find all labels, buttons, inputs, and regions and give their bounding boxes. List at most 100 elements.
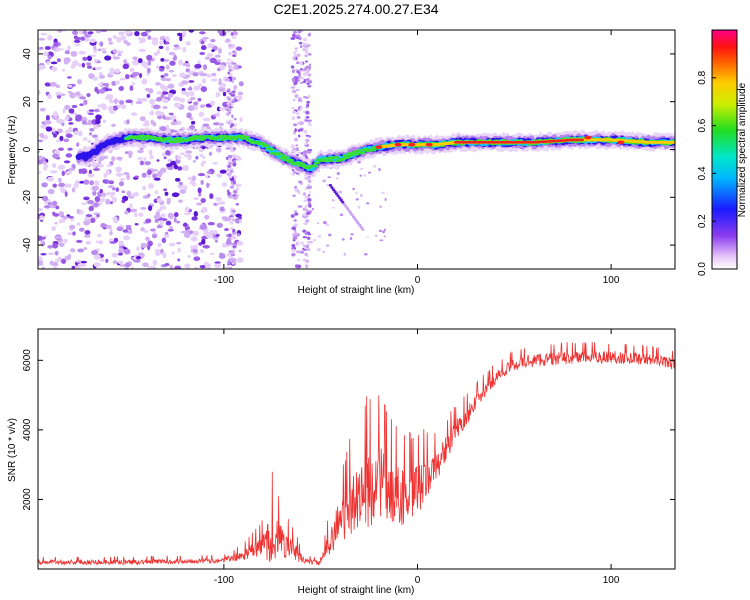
noise-speckle — [193, 101, 199, 106]
noise-speckle — [95, 118, 101, 125]
noise-speckle — [219, 64, 226, 71]
noise-band-speckle — [298, 41, 303, 45]
noise-band-speckle — [307, 85, 312, 88]
noise-speckle — [99, 257, 105, 263]
noise-speckle — [372, 164, 377, 168]
noise-speckle — [168, 69, 175, 73]
noise-band-speckle — [302, 207, 307, 212]
noise-speckle — [149, 110, 155, 116]
noise-speckle — [105, 198, 111, 205]
noise-speckle — [124, 74, 130, 80]
noise-speckle — [173, 164, 179, 170]
noise-speckle — [182, 62, 190, 67]
noise-band-speckle — [297, 53, 301, 57]
noise-band-speckle — [228, 51, 233, 56]
noise-speckle — [64, 104, 71, 111]
noise-speckle — [94, 58, 98, 63]
noise-speckle — [146, 54, 153, 61]
ridge-segment — [201, 137, 206, 141]
noise-band-speckle — [290, 65, 295, 69]
noise-band-speckle — [228, 195, 233, 199]
noise-speckle — [216, 59, 222, 63]
noise-speckle — [47, 55, 52, 60]
noise-speckle — [52, 183, 57, 188]
noise-speckle — [53, 265, 58, 269]
noise-speckle — [71, 104, 78, 109]
noise-speckle — [363, 173, 366, 177]
noise-speckle — [74, 43, 81, 47]
noise-speckle — [111, 156, 116, 162]
tail-segment — [353, 217, 357, 221]
noise-speckle — [159, 126, 167, 132]
noise-speckle — [132, 76, 138, 80]
tail-segment — [344, 205, 348, 208]
noise-speckle — [46, 60, 50, 66]
noise-band-speckle — [228, 244, 234, 247]
noise-speckle — [156, 96, 163, 102]
noise-speckle — [165, 45, 170, 52]
noise-band-speckle — [229, 251, 235, 255]
noise-speckle — [238, 216, 242, 220]
noise-band-speckle — [291, 248, 296, 253]
noise-band-speckle — [299, 182, 304, 185]
noise-speckle — [184, 207, 190, 212]
noise-speckle — [167, 159, 173, 162]
noise-speckle — [67, 45, 71, 51]
noise-speckle — [76, 142, 80, 147]
noise-speckle — [73, 39, 81, 43]
noise-band-speckle — [307, 193, 311, 197]
noise-speckle — [160, 58, 165, 62]
noise-band-speckle — [231, 90, 236, 94]
noise-speckle — [45, 114, 50, 121]
noise-speckle — [177, 166, 183, 171]
ridge-segment — [313, 161, 321, 165]
noise-speckle — [148, 183, 154, 189]
noise-band-speckle — [291, 69, 295, 74]
noise-speckle — [206, 170, 212, 174]
noise-speckle — [149, 228, 156, 232]
noise-band-speckle — [304, 215, 308, 218]
noise-speckle — [94, 108, 100, 113]
noise-speckle — [161, 237, 167, 244]
noise-band-speckle — [306, 243, 311, 246]
y-tick-label: 2000 — [22, 488, 33, 511]
noise-band-speckle — [308, 135, 312, 138]
ridge-segment — [356, 149, 362, 152]
ridge-core — [579, 138, 585, 142]
noise-band-speckle — [232, 162, 237, 167]
noise-band-speckle — [230, 104, 234, 107]
colorbar-tick-label: 0.6 — [697, 118, 708, 132]
noise-band-speckle — [228, 233, 232, 238]
noise-band-speckle — [299, 45, 303, 49]
noise-band-speckle — [228, 68, 232, 72]
noise-speckle — [52, 153, 59, 159]
noise-speckle — [64, 255, 71, 261]
noise-speckle — [182, 31, 187, 36]
noise-speckle — [56, 128, 63, 134]
noise-speckle — [174, 177, 181, 182]
noise-speckle — [65, 170, 72, 175]
noise-band-speckle — [230, 32, 234, 36]
ridge-segment — [281, 156, 290, 159]
tail-segment — [331, 188, 336, 192]
noise-speckle — [51, 200, 58, 206]
noise-speckle — [40, 240, 44, 245]
noise-speckle — [174, 265, 182, 269]
noise-band-speckle — [231, 79, 234, 84]
noise-band-speckle — [229, 167, 234, 171]
noise-speckle — [236, 232, 241, 237]
noise-speckle — [118, 31, 125, 36]
noise-speckle — [102, 119, 107, 124]
noise-speckle — [328, 233, 332, 237]
noise-speckle — [193, 248, 198, 253]
noise-band-speckle — [232, 245, 237, 249]
noise-band-speckle — [226, 216, 231, 220]
noise-band-speckle — [302, 212, 307, 217]
noise-speckle — [135, 101, 143, 105]
noise-band-speckle — [292, 123, 298, 127]
noise-speckle — [121, 104, 127, 110]
noise-band-speckle — [297, 205, 303, 208]
noise-speckle — [51, 66, 58, 72]
noise-band-speckle — [231, 182, 235, 187]
noise-speckle — [359, 174, 363, 177]
